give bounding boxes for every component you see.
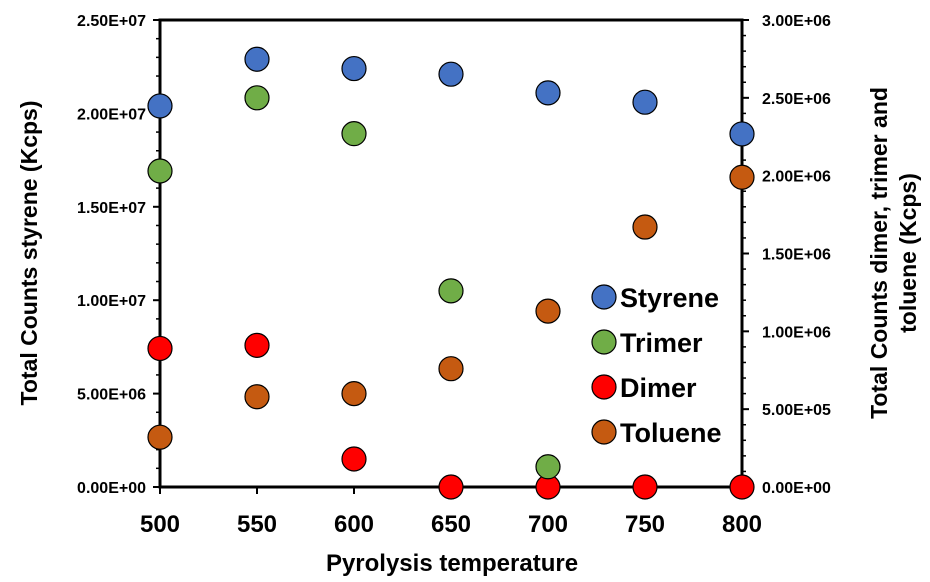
- point-toluene: [729, 164, 755, 190]
- point-trimer: [244, 85, 270, 111]
- point-toluene: [632, 214, 658, 240]
- y2-tick-label: 1.50E+06: [762, 247, 831, 264]
- y-tick-label: 0.00E+00: [77, 480, 146, 497]
- y2-tick-label: 3.00E+06: [762, 13, 831, 30]
- y2-axis-title-line1: Total Counts dimer, trimer and: [866, 87, 892, 419]
- point-trimer: [535, 454, 561, 480]
- point-styrene: [244, 46, 270, 72]
- point-dimer: [632, 474, 658, 500]
- legend-marker-styrene: [591, 284, 617, 310]
- point-dimer: [147, 335, 173, 362]
- point-dimer: [341, 446, 367, 472]
- y2-tick-label: 2.50E+06: [762, 91, 831, 108]
- x-tick-label: 550: [237, 511, 277, 538]
- y-tick-label: 1.00E+07: [77, 293, 146, 310]
- legend-label-toluene: Toluene: [620, 418, 722, 448]
- legend-marker-trimer: [591, 329, 617, 355]
- y2-tick-label: 1.00E+06: [762, 324, 831, 341]
- y-tick-label: 1.50E+07: [77, 200, 146, 217]
- legend-marker-dimer: [591, 374, 617, 400]
- point-trimer: [147, 158, 173, 184]
- data-points: [147, 46, 755, 500]
- point-dimer: [438, 474, 464, 500]
- point-toluene: [535, 298, 561, 324]
- x-axis-title: Pyrolysis temperature: [326, 550, 578, 577]
- point-styrene: [729, 121, 755, 147]
- y2-tick-label: 5.00E+05: [762, 402, 831, 419]
- y-axis-title: Total Counts styrene (Kcps): [16, 101, 42, 406]
- x-tick-label: 750: [625, 511, 665, 538]
- legend-label-trimer: Trimer: [620, 328, 703, 358]
- y2-axis-title-line2: toluene (Kcps): [895, 173, 921, 333]
- point-dimer: [729, 474, 755, 500]
- x-tick-label: 600: [334, 511, 374, 538]
- point-toluene: [438, 356, 464, 382]
- tick-labels: 0.00E+00 5.00E+06 1.00E+07 1.50E+07 2.00E+07…: [77, 13, 831, 538]
- y-tick-label: 2.00E+07: [77, 106, 146, 123]
- y-tick-label: 5.00E+06: [77, 387, 146, 404]
- point-styrene: [535, 80, 561, 106]
- point-dimer: [244, 332, 270, 358]
- point-toluene: [147, 424, 173, 450]
- legend-label-dimer: Dimer: [620, 373, 697, 403]
- x-tick-label: 500: [140, 511, 180, 538]
- point-styrene: [147, 93, 173, 119]
- point-styrene: [438, 61, 464, 87]
- legend: Styrene Trimer Dimer Toluene: [591, 283, 722, 448]
- legend-marker-toluene: [591, 419, 617, 445]
- point-styrene: [632, 89, 658, 115]
- y2-tick-label: 2.00E+06: [762, 169, 831, 186]
- point-trimer: [438, 278, 464, 304]
- x-tick-label: 650: [431, 511, 471, 538]
- y-tick-label: 2.50E+07: [77, 13, 146, 30]
- point-styrene: [341, 55, 367, 82]
- x-tick-label: 800: [722, 511, 762, 538]
- point-toluene: [341, 381, 367, 407]
- y2-tick-label: 0.00E+00: [762, 480, 831, 497]
- point-trimer: [341, 121, 367, 147]
- point-toluene: [244, 384, 270, 410]
- x-tick-label: 700: [528, 511, 568, 538]
- legend-label-styrene: Styrene: [620, 283, 719, 313]
